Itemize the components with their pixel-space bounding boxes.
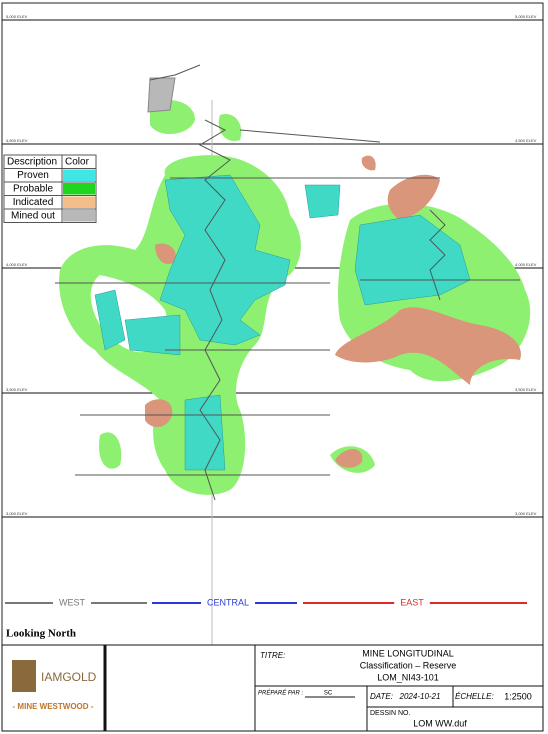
elevation-label: 5,000 ELEV xyxy=(6,14,28,19)
legend-label: Proven xyxy=(17,170,49,181)
ramp xyxy=(198,119,231,501)
indicated-zone xyxy=(361,155,376,171)
legend-header: Color xyxy=(65,156,90,167)
elevation-label: 3,500 ELEV xyxy=(515,387,537,392)
elevation-labels-right: 5,000 ELEV 4,500 ELEV 4,000 ELEV 3,500 ELEV… xyxy=(515,14,537,516)
workings xyxy=(55,64,520,501)
title: MINE LONGITUDINAL xyxy=(362,648,454,658)
logo-subtitle: - MINE WESTWOOD - xyxy=(13,702,94,711)
drawing-label: DESSIN NO. xyxy=(370,710,411,717)
title-frame xyxy=(1,644,544,732)
zone-bar: WEST CENTRAL EAST xyxy=(5,597,527,607)
date-label: DATE: xyxy=(370,692,393,701)
legend-label: Indicated xyxy=(13,197,54,208)
legend-swatch xyxy=(63,183,95,195)
indicated-zone xyxy=(387,174,440,220)
indicated-zone xyxy=(155,243,176,265)
code: LOM_NI43-101 xyxy=(377,672,439,682)
indicated-zone xyxy=(145,399,173,427)
prepared-label: PRÉPARÉ PAR : xyxy=(258,690,303,697)
zone-label: CENTRAL xyxy=(207,597,249,607)
proven-zone xyxy=(354,214,471,306)
elevation-label: 3,000 ELEV xyxy=(515,511,537,516)
elevation-label: 4,500 ELEV xyxy=(6,138,28,143)
drift xyxy=(239,129,381,143)
proven-zone xyxy=(184,394,226,471)
scale-label: ÉCHELLE: xyxy=(455,692,494,701)
probable-zone xyxy=(218,114,242,141)
logo-mark xyxy=(12,660,36,692)
mined-out-zone xyxy=(147,77,176,113)
elevation-label: 3,500 ELEV xyxy=(6,387,28,392)
subtitle: Classification – Reserve xyxy=(360,660,457,670)
zone-label: WEST xyxy=(59,597,86,607)
view-label: Looking North xyxy=(6,628,76,640)
legend-swatch xyxy=(63,196,95,208)
elevation-label: 4,000 ELEV xyxy=(6,262,28,267)
legend-swatch xyxy=(63,169,95,181)
ramp xyxy=(429,209,446,301)
legend-label: Mined out xyxy=(11,210,55,221)
drift xyxy=(149,64,201,81)
titre-label: TITRE: xyxy=(260,651,285,660)
elevation-label: 4,500 ELEV xyxy=(515,138,537,143)
elevation-label: 5,000 ELEV xyxy=(515,14,537,19)
proven-zone xyxy=(304,184,341,219)
legend-label: Probable xyxy=(13,183,53,194)
logo-name: IAMGOLD xyxy=(41,670,97,684)
legend: Description Color Proven Probable Indicated M… xyxy=(3,154,97,223)
prepared-by: SC xyxy=(324,691,333,697)
date: 2024-10-21 xyxy=(399,692,441,701)
scale: 1:2500 xyxy=(504,691,532,701)
probable-zone xyxy=(99,432,122,469)
indicated-zones xyxy=(145,155,521,468)
elevation-label: 3,000 ELEV xyxy=(6,511,28,516)
proven-zone xyxy=(124,314,181,356)
zone-label: EAST xyxy=(400,597,424,607)
legend-swatch xyxy=(63,210,95,222)
drawing: LOM WW.duf xyxy=(413,718,467,728)
legend-header: Description xyxy=(7,156,57,167)
elevation-label: 4,000 ELEV xyxy=(515,262,537,267)
indicated-zone xyxy=(335,448,363,468)
elevation-labels-left: 5,000 ELEV 4,500 ELEV 4,000 ELEV 3,500 ELEV… xyxy=(6,14,28,516)
proven-zone xyxy=(94,289,126,351)
indicated-zone xyxy=(335,307,521,385)
title-block xyxy=(1,644,544,732)
